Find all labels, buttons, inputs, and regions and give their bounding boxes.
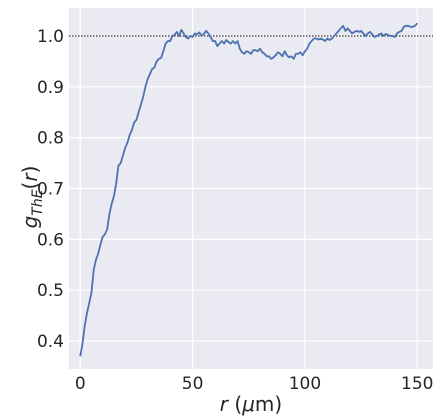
x-tick-labels: 0 50 100 150	[75, 374, 434, 394]
y-axis-label: gThE(r)	[18, 166, 46, 229]
x-axis-label-unit-rest: m)	[255, 392, 282, 416]
x-axis-label: r (μm)	[220, 392, 282, 416]
y-tick-label-0.6: 0.6	[37, 230, 64, 250]
y-tick-label-0.5: 0.5	[37, 281, 64, 301]
y-tick-label-0.4: 0.4	[37, 332, 64, 352]
x-tick-label-100: 100	[289, 374, 321, 394]
x-tick-label-0: 0	[75, 374, 86, 394]
y-axis-label-close-paren: )	[18, 166, 42, 174]
y-tick-label-0.8: 0.8	[37, 129, 64, 149]
x-axis-label-unit-mu: μ	[241, 392, 255, 416]
y-axis-label-open-paren: (	[18, 182, 42, 190]
y-axis-label-var: g	[18, 216, 42, 229]
y-tick-label-0.9: 0.9	[37, 78, 64, 98]
x-tick-label-50: 50	[182, 374, 204, 394]
x-tick-label-150: 150	[401, 374, 433, 394]
y-tick-label-1.0: 1.0	[37, 27, 64, 47]
x-axis-label-open: (	[228, 392, 242, 416]
y-axis-label-subscript: ThE	[30, 189, 46, 215]
